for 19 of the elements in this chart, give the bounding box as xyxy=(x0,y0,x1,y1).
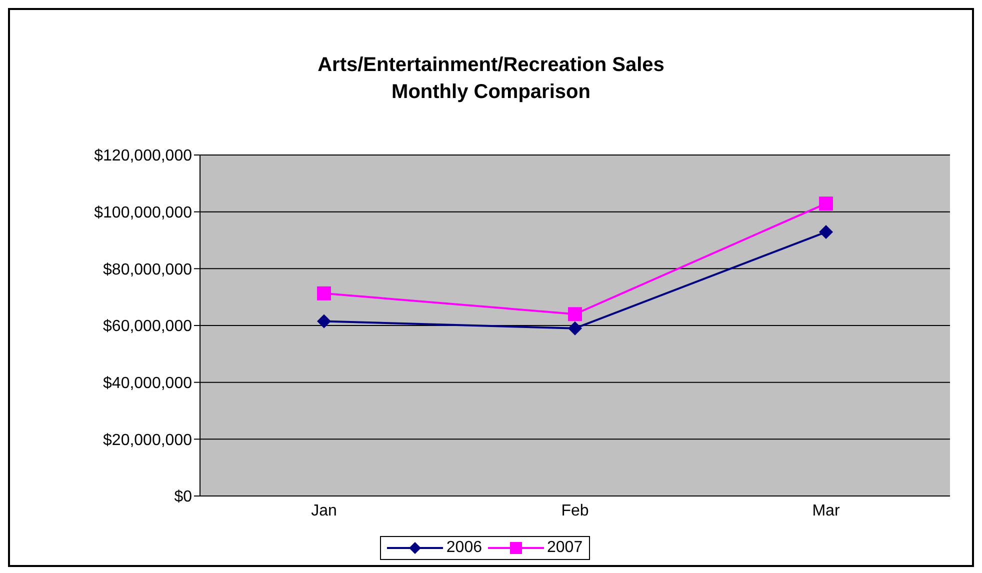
point xyxy=(317,314,331,328)
x-tick-label: Mar xyxy=(812,502,840,520)
y-tick-label: $40,000,000 xyxy=(103,375,192,392)
chart-title: Arts/Entertainment/Recreation Sales Monthly Comparison xyxy=(316,53,666,105)
y-tick-label: $120,000,000 xyxy=(94,148,192,165)
y-tick-label: $20,000,000 xyxy=(103,432,192,449)
point xyxy=(819,225,833,240)
point xyxy=(568,307,582,322)
legend-label: 2007 xyxy=(547,539,583,557)
x-tick-label: Feb xyxy=(561,502,589,520)
point xyxy=(317,286,331,300)
y-tick-label: $60,000,000 xyxy=(103,318,192,336)
point xyxy=(819,196,833,211)
y-tick-label: $80,000,000 xyxy=(103,261,192,278)
point xyxy=(568,321,582,336)
legend-label: 2006 xyxy=(446,539,482,557)
x-tick-label: Jan xyxy=(311,502,337,520)
y-tick-label: $0 xyxy=(174,488,192,506)
y-tick-label: $100,000,000 xyxy=(94,204,192,222)
